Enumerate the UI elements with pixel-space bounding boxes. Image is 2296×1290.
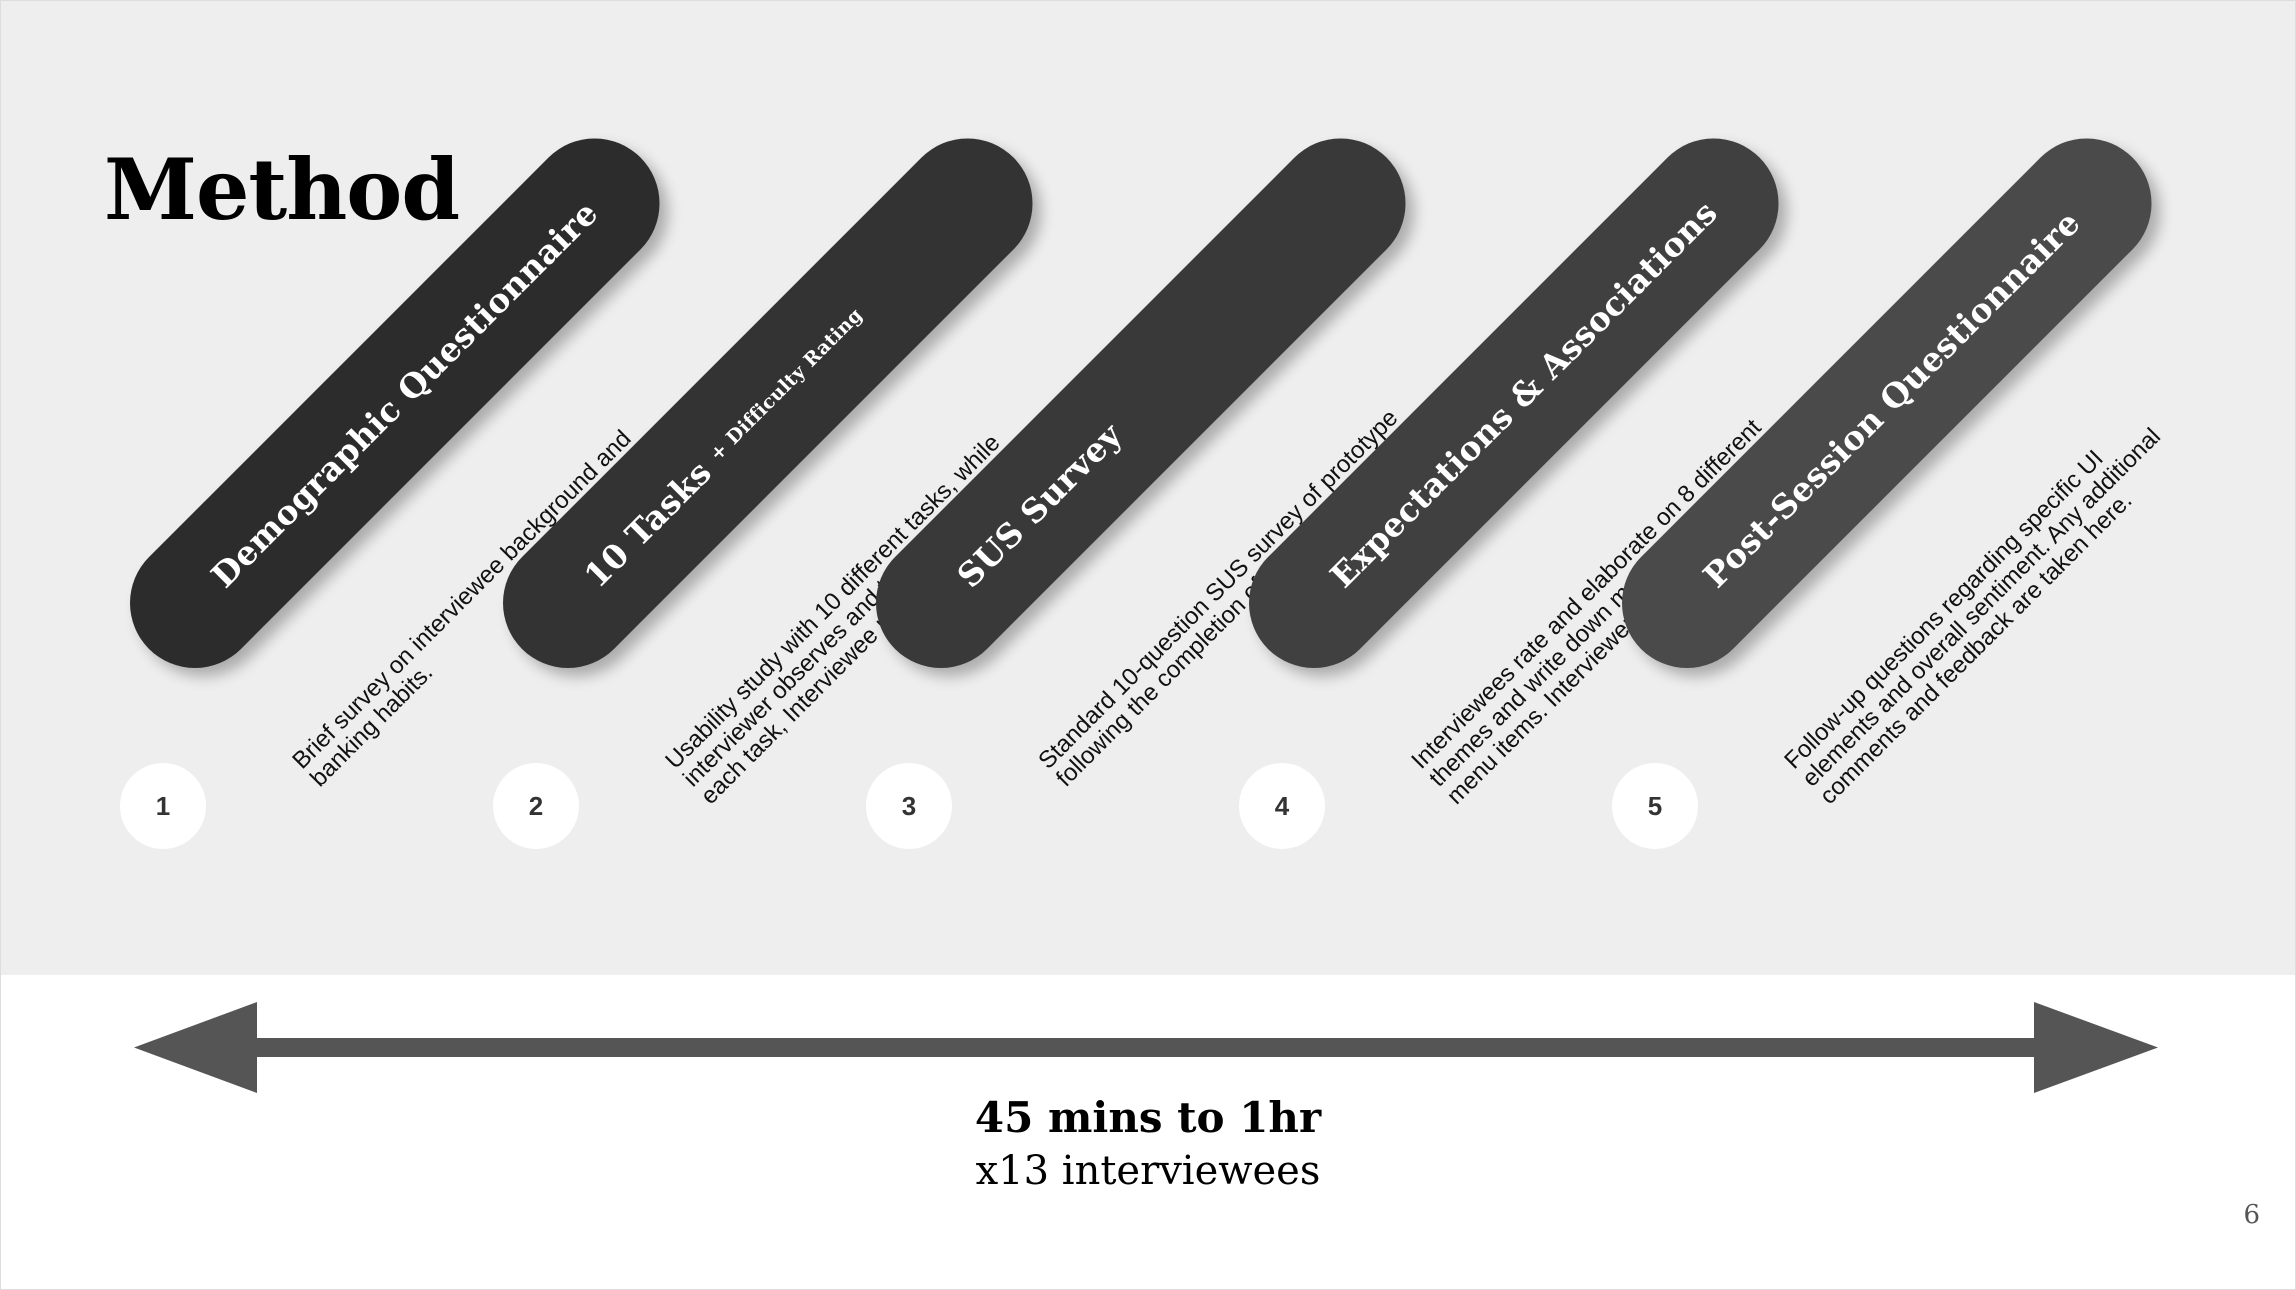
step-3: SUS Survey 3 Standard 10-question SUS su…	[746, 0, 1433, 975]
step-number-badge: 3	[866, 763, 952, 849]
step-4: Expectations & Associations 4 Interviewe…	[1119, 0, 1806, 975]
step-title-text: 10 Tasks	[576, 452, 719, 595]
step-2: 10 Tasks + Difficulty Rating 2 Usability…	[373, 0, 1060, 975]
session-duration: 45 mins to 1hr	[974, 1093, 1322, 1142]
slide-title: Method	[104, 140, 460, 239]
arrow-shape	[134, 1002, 2158, 1093]
step-1: Demographic Questionnaire 1 Brief survey…	[0, 0, 687, 975]
double-arrow-icon	[134, 1002, 2158, 1093]
step-title-text: SUS Survey	[949, 414, 1130, 595]
step-number-badge: 4	[1239, 763, 1325, 849]
step-number-badge: 5	[1612, 763, 1698, 849]
participant-count: x13 interviewees	[975, 1148, 1321, 1194]
page-number: 6	[2243, 1200, 2260, 1230]
step-number-badge: 1	[120, 763, 206, 849]
step-5: Post-Session Questionnaire 5 Follow-up q…	[1492, 0, 2179, 975]
step-number-badge: 2	[493, 763, 579, 849]
